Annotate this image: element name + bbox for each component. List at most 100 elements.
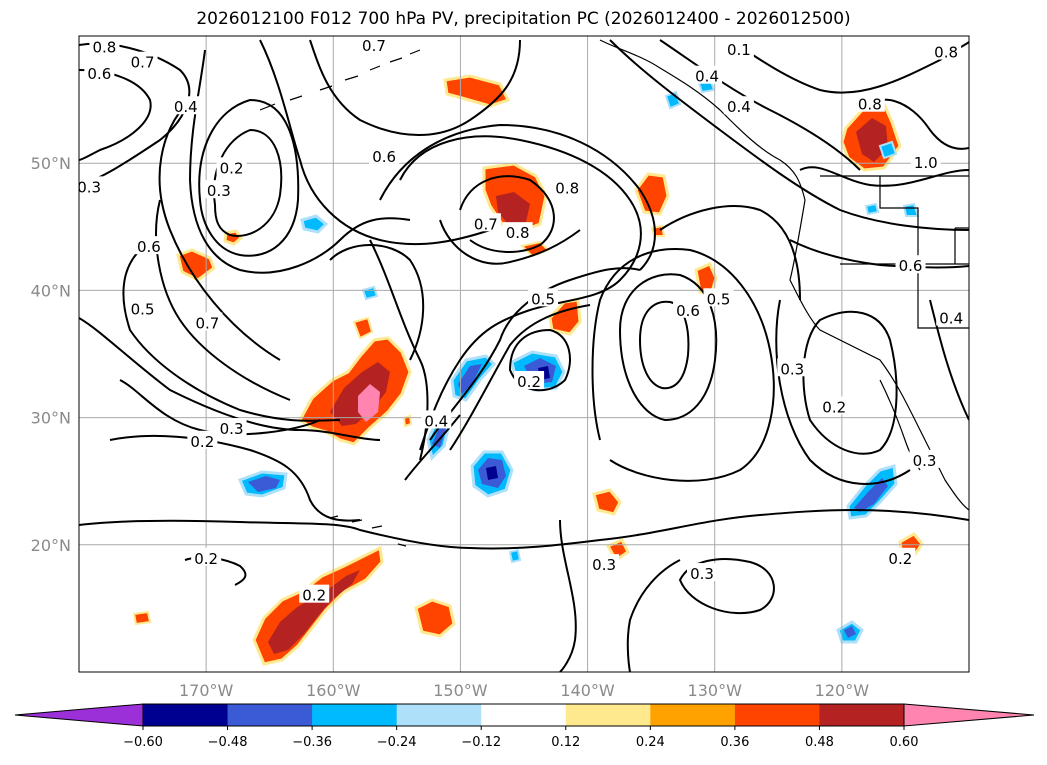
precip-blob xyxy=(486,466,498,480)
contour-label-bg xyxy=(589,554,620,573)
contour-label: 0.2 xyxy=(302,587,326,605)
pv-contour-line xyxy=(449,304,591,451)
contour-label: 0.3 xyxy=(77,178,101,196)
colorbar-min-extension xyxy=(14,703,144,727)
contour-label-bg xyxy=(692,65,723,84)
coastlines xyxy=(259,39,969,547)
colorbar-band xyxy=(396,704,482,726)
colorbar: −0.60 −0.48 −0.36 −0.24 −0.12 0.12 0.24 0.36 0.4… xyxy=(14,703,1035,750)
map-frame xyxy=(78,35,970,673)
pv-contour-line xyxy=(119,379,321,436)
contour-label: 0.7 xyxy=(474,215,498,233)
contour-label: 1.0 xyxy=(914,154,938,172)
hawaiian-islands xyxy=(329,515,407,547)
contour-label-bg xyxy=(369,145,400,164)
precip-blob xyxy=(132,610,152,626)
contour-label: 0.4 xyxy=(939,309,963,327)
pv-contour-line xyxy=(429,267,641,441)
pv-contour-line xyxy=(609,39,969,231)
pv-contour-line xyxy=(79,69,152,161)
lon-label: 130°W xyxy=(688,681,743,700)
contour-label: 0.2 xyxy=(190,433,214,451)
lon-label: 160°W xyxy=(306,681,361,700)
colorbar-band xyxy=(227,704,313,726)
precip-blob xyxy=(508,548,522,564)
colorbar-frame xyxy=(142,703,905,727)
lat-label: 40°N xyxy=(31,281,71,300)
precip-blob xyxy=(856,118,888,162)
colorbar-tick-label: 0.12 xyxy=(551,735,580,750)
colorbar-tick-label: −0.12 xyxy=(461,735,501,750)
north-america-west-coast xyxy=(789,199,969,511)
contour-label: 0.5 xyxy=(531,290,555,308)
pv-contour-line xyxy=(213,128,283,237)
pv-contour-line xyxy=(508,328,571,392)
contour-label: 0.8 xyxy=(555,180,579,198)
precip-blob xyxy=(414,598,456,638)
contour-label-bg xyxy=(216,157,247,176)
precip-blob xyxy=(634,172,670,216)
contour-label: 0.7 xyxy=(362,37,386,55)
pv-contour-line xyxy=(626,559,681,672)
contour-label: 0.3 xyxy=(592,556,616,574)
pv-contour-line xyxy=(775,299,911,485)
colorbar-band xyxy=(565,704,651,726)
colorbar-tick-label: 0.36 xyxy=(720,735,749,750)
pv-contour-line xyxy=(79,317,381,441)
contour-label: 0.7 xyxy=(131,54,155,72)
contour-label: 0.4 xyxy=(695,68,719,86)
lon-label: 150°W xyxy=(433,681,488,700)
latitude-labels: 50°N 40°N 30°N 20°N xyxy=(31,154,71,555)
lon-label: 120°W xyxy=(815,681,870,700)
contour-label-bg xyxy=(216,418,247,437)
contour-label-bg xyxy=(470,213,501,232)
alaska-coast xyxy=(599,39,806,201)
contour-label: 0.6 xyxy=(899,257,923,275)
contour-label-bg xyxy=(358,36,389,54)
precip-blob xyxy=(878,140,898,160)
pv-contour-line xyxy=(618,273,718,422)
aleutian-islands xyxy=(259,49,421,111)
lon-label: 170°W xyxy=(179,681,234,700)
contour-label: 0.3 xyxy=(913,452,937,470)
contour-label-bg xyxy=(84,63,115,82)
colorbar-band xyxy=(143,704,229,726)
contour-label: 0.3 xyxy=(690,565,714,583)
contour-label: 0.4 xyxy=(727,98,751,116)
contour-label-bg xyxy=(187,430,218,449)
map-title: 2026012100 F012 700 hPa PV, precipitatio… xyxy=(196,9,851,29)
contour-label: 0.5 xyxy=(707,290,731,308)
pv-contour-labels: 0.8 0.7 0.6 0.7 0.4 0.2 0.3 0.6 0.3 0.7 0.8 0.8 0.6 0… xyxy=(77,36,967,605)
contour-label-bg xyxy=(687,563,717,582)
pv-contour-line xyxy=(404,414,461,481)
colorbar-tick-label: −0.60 xyxy=(123,735,163,750)
contour-label-bg xyxy=(723,38,754,57)
colorbar-max-extension xyxy=(903,703,1035,727)
contour-label-bg xyxy=(552,177,583,196)
colorbar-band xyxy=(734,704,820,726)
contour-label: 0.3 xyxy=(220,420,244,438)
contour-label-bg xyxy=(854,93,885,112)
pv-contour-line xyxy=(259,39,491,246)
precipitation-shading xyxy=(132,74,924,666)
precip-blob xyxy=(300,214,329,234)
contour-label-bg xyxy=(127,51,158,70)
contour-label: 0.5 xyxy=(131,300,155,318)
precip-blob xyxy=(268,570,360,654)
colorbar-tick-label: 0.24 xyxy=(636,735,665,750)
pv-contour-line xyxy=(659,39,861,171)
precip-blob xyxy=(361,285,379,301)
contour-label-bg xyxy=(723,96,754,115)
pv-contour-line xyxy=(329,244,425,361)
lat-label: 20°N xyxy=(31,536,71,555)
pv-contour-line xyxy=(638,300,690,390)
contour-label-bg xyxy=(931,41,962,60)
contour-label: 0.8 xyxy=(506,224,530,242)
contour-label-bg xyxy=(127,298,158,317)
contour-label-bg xyxy=(777,358,808,377)
contour-label: 0.4 xyxy=(424,412,448,430)
pv-contour-line xyxy=(929,299,969,421)
precip-blob xyxy=(844,626,856,638)
colorbar-band xyxy=(312,704,398,726)
